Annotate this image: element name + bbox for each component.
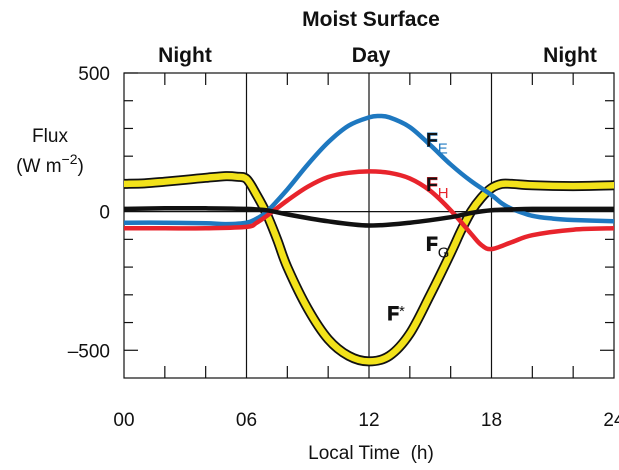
x-tick-label: 00: [113, 410, 134, 431]
y-tick-label: 500: [78, 64, 110, 85]
period-label-night-right: Night: [543, 44, 597, 67]
period-label-day: Day: [352, 44, 391, 67]
y-axis-units: (W m−2): [16, 151, 84, 177]
series-line-fh: [124, 169, 614, 252]
x-axis-label: Local Time (h): [308, 443, 434, 464]
period-label-night-left: Night: [158, 44, 212, 67]
series-label-fh: FH: [426, 175, 448, 202]
series-line-f-star: [124, 172, 614, 365]
x-tick-label: 12: [358, 410, 379, 431]
series-label-fe: FE: [426, 130, 448, 157]
chart-title: Moist Surface: [302, 8, 440, 31]
series-label-fg: FG: [426, 234, 449, 261]
series-line-fg: [124, 205, 614, 228]
plot-area: 00 06 12 18 24 500 0 –500 F* FE FH FG: [68, 64, 619, 431]
y-tick-label: 0: [99, 203, 110, 224]
y-axis-label: Flux: [32, 126, 68, 147]
x-tick-label: 24: [603, 410, 619, 431]
x-tick-label: 18: [481, 410, 502, 431]
curves: [124, 113, 614, 367]
x-tick-label: 06: [236, 410, 257, 431]
y-tick-label: –500: [68, 341, 110, 362]
series-label-f-star: F*: [387, 303, 405, 325]
